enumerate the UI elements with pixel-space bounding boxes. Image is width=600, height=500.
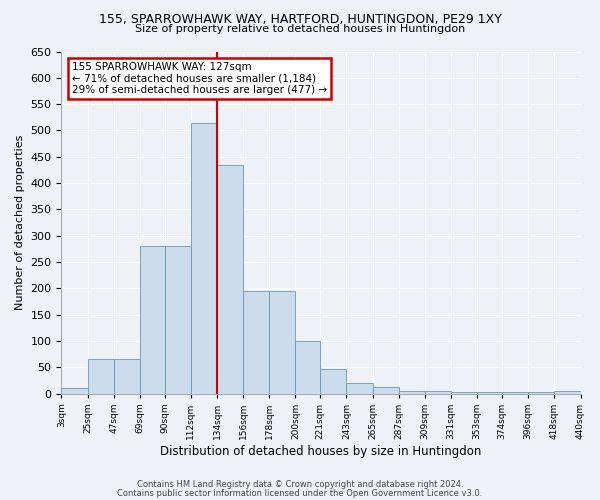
Bar [528,392,554,394]
Bar [88,360,113,394]
Bar [243,291,269,394]
Bar [217,164,243,394]
Text: 155 SPARROWHAWK WAY: 127sqm
← 71% of detached houses are smaller (1,184)
29% of : 155 SPARROWHAWK WAY: 127sqm ← 71% of det… [72,62,327,95]
Bar [295,341,320,394]
Text: Size of property relative to detached houses in Huntingdon: Size of property relative to detached ho… [135,24,465,34]
Bar [451,392,477,394]
Y-axis label: Number of detached properties: Number of detached properties [15,135,25,310]
Bar [346,383,373,394]
Bar [269,291,295,394]
Bar [425,391,451,394]
Bar [165,246,191,394]
Bar [399,391,425,394]
Text: 155, SPARROWHAWK WAY, HARTFORD, HUNTINGDON, PE29 1XY: 155, SPARROWHAWK WAY, HARTFORD, HUNTINGD… [98,12,502,26]
Bar [140,246,165,394]
Bar [373,387,399,394]
Text: Contains HM Land Registry data © Crown copyright and database right 2024.: Contains HM Land Registry data © Crown c… [137,480,463,489]
Text: Contains public sector information licensed under the Open Government Licence v3: Contains public sector information licen… [118,488,482,498]
Bar [61,388,88,394]
Bar [113,360,140,394]
X-axis label: Distribution of detached houses by size in Huntingdon: Distribution of detached houses by size … [160,444,482,458]
Bar [502,392,528,394]
Bar [320,369,346,394]
Bar [477,392,502,394]
Bar [191,122,217,394]
Bar [554,391,581,394]
